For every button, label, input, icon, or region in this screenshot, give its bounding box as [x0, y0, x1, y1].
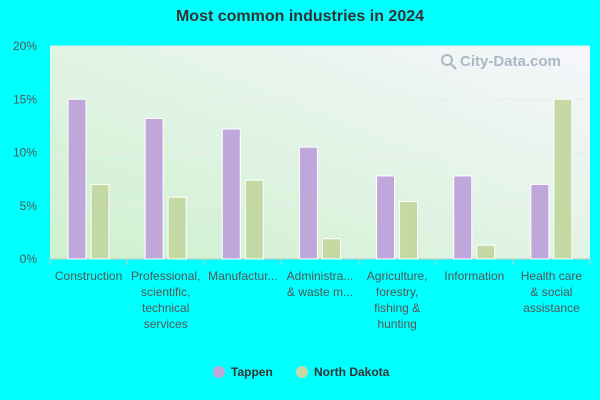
- legend-swatch: [213, 366, 225, 378]
- y-tick-label: 5%: [20, 199, 38, 213]
- x-axis: Construction Professional, scientific, tech…: [49, 259, 591, 331]
- y-tick-label: 10%: [13, 146, 37, 160]
- x-tick-label: Construction: [55, 269, 122, 283]
- bar-tappen[interactable]: [144, 117, 164, 260]
- legend-swatch: [296, 366, 308, 378]
- x-tick-label: Manufactur...: [208, 269, 277, 283]
- bar-tappen[interactable]: [376, 175, 396, 260]
- bar-tappen[interactable]: [298, 146, 318, 260]
- x-tick-label: Health care & social assistance: [521, 269, 583, 315]
- y-axis: 0% 5% 10% 15% 20%: [13, 39, 590, 266]
- bar-north-dakota[interactable]: [399, 200, 419, 260]
- bar-north-dakota[interactable]: [476, 244, 496, 260]
- x-tick-label: Information: [444, 269, 504, 283]
- bar-tappen[interactable]: [453, 175, 473, 260]
- legend-label: Tappen: [231, 365, 273, 379]
- bar-north-dakota[interactable]: [321, 238, 341, 260]
- gridlines: [50, 45, 590, 207]
- bar-north-dakota[interactable]: [167, 196, 187, 260]
- search-icon: [441, 54, 453, 66]
- watermark-text: City-Data.com: [460, 53, 561, 70]
- y-tick-label: 15%: [13, 92, 37, 106]
- legend: Tappen North Dakota: [213, 365, 390, 379]
- bar-north-dakota[interactable]: [553, 98, 573, 260]
- watermark: City-Data.com: [441, 53, 561, 70]
- x-tick-label: Administra... & waste m...: [287, 269, 354, 299]
- chart-title: Most common industries in 2024: [175, 8, 425, 25]
- y-tick-label: 0%: [20, 252, 38, 266]
- legend-label: North Dakota: [314, 365, 390, 379]
- bar-tappen[interactable]: [67, 98, 87, 260]
- search-icon-handle: [450, 63, 457, 70]
- bar-north-dakota[interactable]: [244, 179, 264, 260]
- bars: [67, 98, 573, 260]
- bar-north-dakota[interactable]: [90, 183, 110, 260]
- bar-tappen[interactable]: [530, 183, 550, 260]
- y-tick-label: 20%: [13, 39, 37, 53]
- x-tick-label: Professional, scientific, technical service…: [131, 269, 200, 331]
- x-tick-label: Agriculture, forestry, fishing & hunting: [367, 269, 428, 331]
- bar-tappen[interactable]: [221, 128, 241, 260]
